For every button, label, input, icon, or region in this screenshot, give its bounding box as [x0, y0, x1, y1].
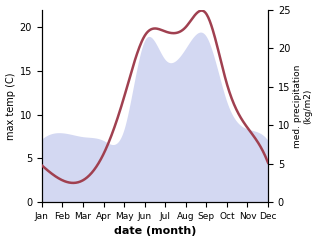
Y-axis label: med. precipitation
(kg/m2): med. precipitation (kg/m2): [293, 64, 313, 148]
X-axis label: date (month): date (month): [114, 227, 196, 236]
Y-axis label: max temp (C): max temp (C): [5, 72, 16, 140]
